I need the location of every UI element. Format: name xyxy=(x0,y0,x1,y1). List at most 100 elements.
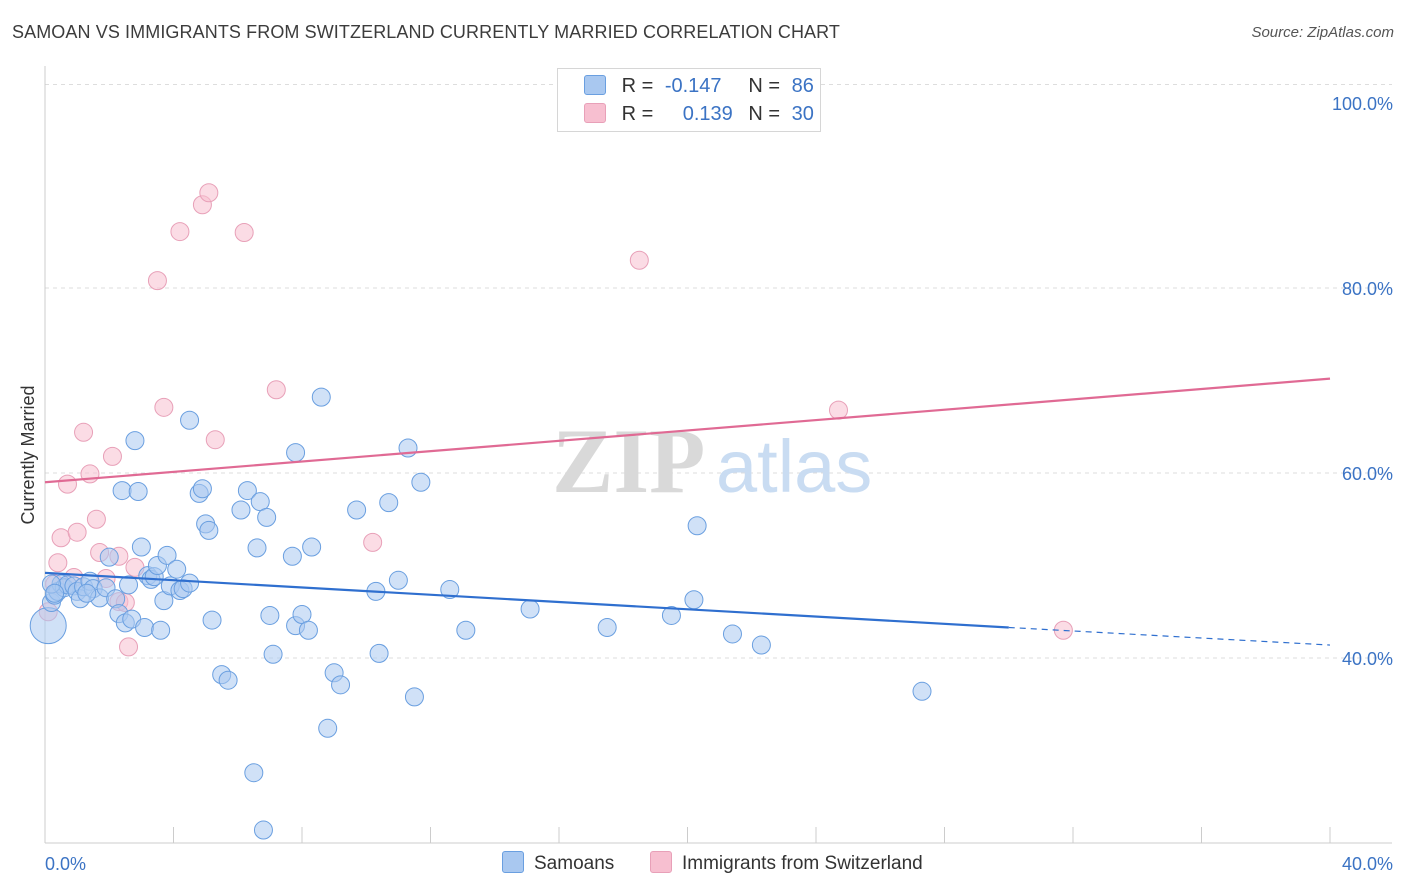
legend: R = -0.147 N = 86 R = 0.139 N = 30 xyxy=(557,68,821,132)
series-samoans-points xyxy=(29,387,932,840)
watermark: ZIP atlas xyxy=(552,410,872,512)
axes xyxy=(44,66,1392,844)
point-samoans xyxy=(135,617,155,637)
point-samoans xyxy=(440,580,460,600)
legend-r-label: R = xyxy=(621,75,654,97)
legend-row-samoans: R = -0.147 N = 86 xyxy=(584,75,814,98)
legend-n-value: 86 xyxy=(791,75,814,97)
chart-title: SAMOAN VS IMMIGRANTS FROM SWITZERLAND CU… xyxy=(12,22,841,42)
point-samoans xyxy=(257,507,277,527)
point-samoans xyxy=(379,493,399,513)
trend-samoans xyxy=(44,571,1009,629)
legend-swatch-pink xyxy=(584,103,606,123)
y-tick-label: 80.0% xyxy=(1342,279,1393,299)
point-samoans xyxy=(29,607,67,645)
point-samoans xyxy=(298,620,318,640)
point-samoans xyxy=(157,545,177,565)
point-samoans xyxy=(151,620,171,640)
tick-labels: 40.0% 60.0% 80.0% 100.0% 0.0% 40.0% xyxy=(45,94,1393,874)
point-samoans xyxy=(237,481,257,501)
point-samoans xyxy=(684,590,704,610)
point-samoans xyxy=(218,670,238,690)
watermark-atlas: atlas xyxy=(716,425,872,508)
point-switzerland xyxy=(102,446,122,466)
point-switzerland xyxy=(629,250,649,270)
x-tick-label: 0.0% xyxy=(45,854,86,874)
legend-swatch-blue xyxy=(584,75,606,95)
source-note: Source: ZipAtlas.com xyxy=(1251,24,1394,41)
point-samoans xyxy=(369,643,389,663)
y-tick-label: 100.0% xyxy=(1332,94,1393,114)
point-switzerland xyxy=(170,222,190,242)
point-samoans xyxy=(597,617,617,637)
legend-n-label: N = xyxy=(748,103,781,125)
bottom-legend-samoans: Samoans xyxy=(502,851,614,875)
point-samoans xyxy=(286,443,306,463)
point-samoans xyxy=(722,624,742,644)
bottom-legend-swatch-blue xyxy=(502,851,524,873)
point-samoans xyxy=(180,410,200,430)
y-tick-label: 40.0% xyxy=(1342,649,1393,669)
gridlines xyxy=(45,84,1392,659)
point-samoans xyxy=(347,500,367,520)
point-samoans xyxy=(131,537,151,557)
point-switzerland xyxy=(266,380,286,400)
point-switzerland xyxy=(147,271,167,291)
point-samoans xyxy=(125,431,145,451)
point-switzerland xyxy=(67,522,87,542)
point-samoans xyxy=(244,763,264,783)
legend-row-switzerland: R = 0.139 N = 30 xyxy=(584,103,814,126)
point-samoans xyxy=(751,635,771,655)
bottom-legend-label: Immigrants from Switzerland xyxy=(682,853,923,874)
point-switzerland xyxy=(119,637,139,657)
point-samoans xyxy=(77,583,97,603)
point-samoans xyxy=(282,546,302,566)
point-switzerland xyxy=(51,528,71,548)
point-switzerland xyxy=(48,553,68,573)
point-samoans xyxy=(404,687,424,707)
point-samoans xyxy=(45,583,65,603)
point-samoans xyxy=(119,575,139,595)
bottom-legend-swatch-pink xyxy=(650,851,672,873)
point-samoans xyxy=(661,605,681,625)
point-switzerland xyxy=(234,223,254,242)
point-samoans xyxy=(180,573,200,593)
point-samoans xyxy=(99,547,119,567)
point-samoans xyxy=(411,472,431,492)
point-samoans xyxy=(112,481,132,501)
point-samoans xyxy=(192,479,212,499)
point-samoans xyxy=(167,559,187,579)
point-switzerland xyxy=(363,532,383,552)
point-switzerland xyxy=(57,474,77,494)
bottom-legend-switzerland: Immigrants from Switzerland xyxy=(650,851,923,875)
point-switzerland xyxy=(86,509,106,529)
point-samoans xyxy=(231,500,251,520)
y-axis-label: Currently Married xyxy=(18,385,38,524)
point-samoans xyxy=(202,610,222,630)
point-samoans xyxy=(318,718,338,738)
trend-switzerland xyxy=(44,377,1331,484)
point-samoans xyxy=(456,620,476,640)
legend-r-value: -0.147 xyxy=(664,75,722,97)
legend-n-value: 30 xyxy=(791,103,814,125)
point-switzerland xyxy=(828,400,848,420)
legend-n-label: N = xyxy=(748,75,781,97)
point-samoans xyxy=(247,538,267,558)
trend-lines xyxy=(44,377,1331,646)
point-samoans xyxy=(520,599,540,619)
y-tick-label: 60.0% xyxy=(1342,464,1393,484)
x-tick-label: 40.0% xyxy=(1342,854,1393,874)
point-samoans xyxy=(912,681,932,701)
point-samoans xyxy=(253,820,273,840)
point-samoans xyxy=(331,675,351,695)
point-samoans xyxy=(302,537,322,557)
bottom-legend-label: Samoans xyxy=(534,853,615,874)
point-samoans xyxy=(260,605,280,625)
point-switzerland xyxy=(205,430,225,450)
legend-r-label: R = xyxy=(621,103,654,125)
point-samoans xyxy=(687,516,707,536)
point-switzerland xyxy=(199,183,219,203)
point-samoans xyxy=(388,570,408,590)
point-samoans xyxy=(128,482,148,501)
